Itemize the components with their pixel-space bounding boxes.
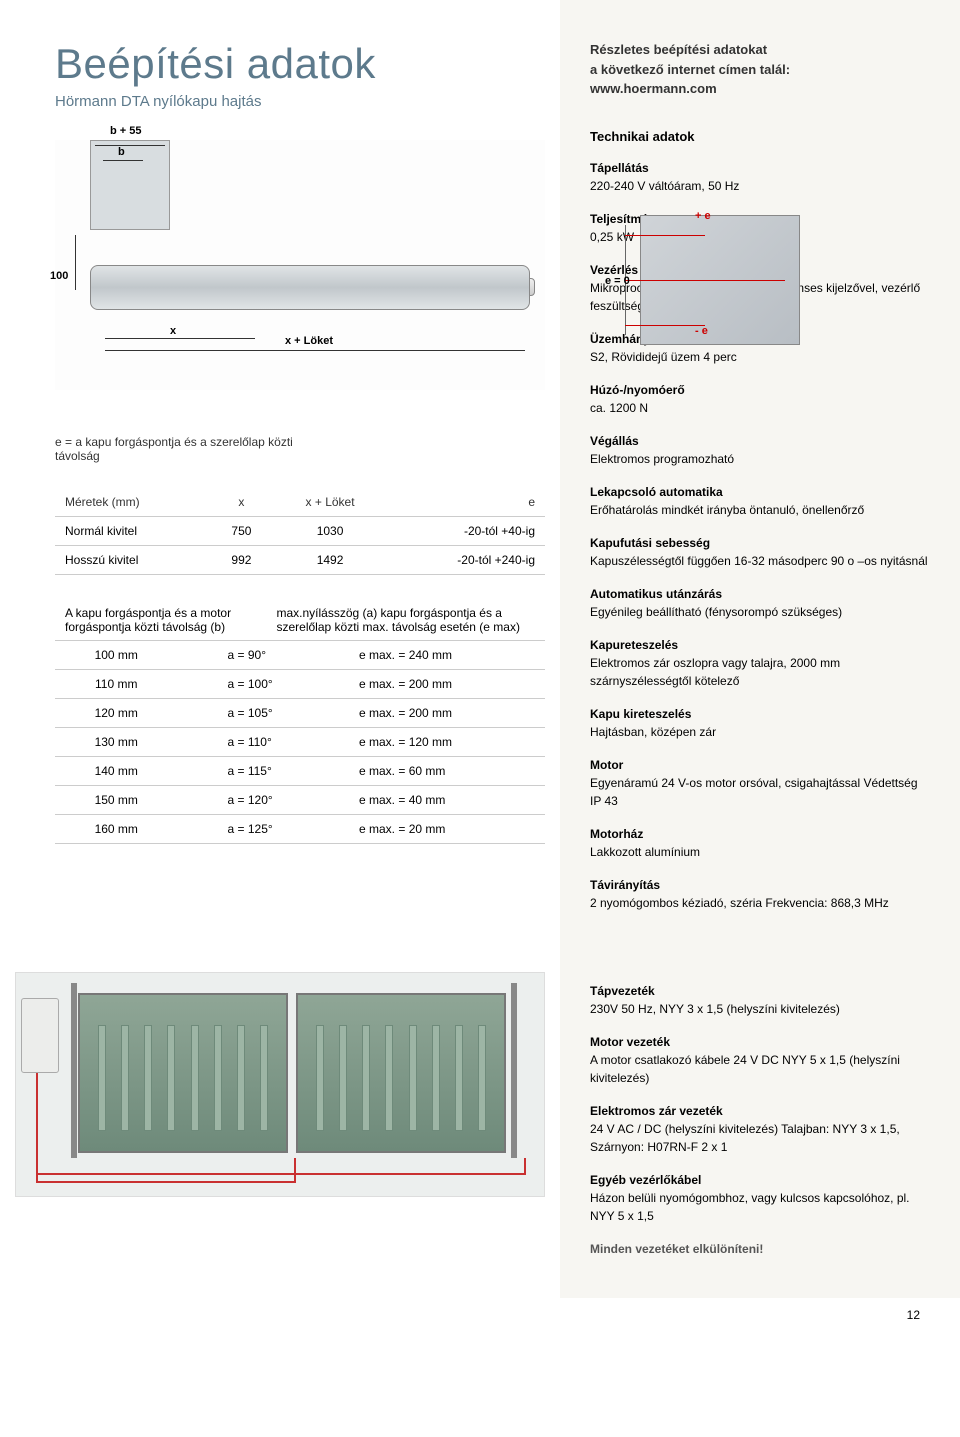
dim-b-label: b [118, 146, 125, 158]
table-row: 130 mma = 110°e max. = 120 mm [55, 728, 545, 757]
label-e-zero: e = 0 [605, 275, 630, 287]
table-row: Hosszú kivitel 992 1492 -20-tól +240-ig [55, 546, 545, 575]
gate-wiring-illustration [15, 972, 545, 1197]
th-dim: Méretek (mm) [55, 488, 209, 517]
angle-table-header: A kapu forgáspontja és a motor forgáspon… [55, 600, 545, 641]
table-row: 120 mma = 105°e max. = 200 mm [55, 699, 545, 728]
th-x: x [209, 488, 274, 517]
table-row: 150 mma = 120°e max. = 40 mm [55, 786, 545, 815]
cable-item: Egyéb vezérlőkábelHázon belüli nyomógomb… [590, 1171, 930, 1225]
cable-item: Tápvezeték230V 50 Hz, NYY 3 x 1,5 (helys… [590, 982, 930, 1018]
spec-item: Húzó-/nyomóerőca. 1200 N [590, 381, 930, 417]
intro-text: Részletes beépítési adatokat a következő… [590, 40, 930, 99]
table-row: 140 mma = 115°e max. = 60 mm [55, 757, 545, 786]
spec-item: MotorházLakkozott alumínium [590, 825, 930, 861]
dimensions-table: Méretek (mm) x x + Löket e Normál kivite… [55, 488, 545, 575]
page-title: Beépítési adatok [55, 40, 545, 88]
dim-xloket-label: x + Löket [285, 335, 333, 347]
spec-item: MotorEgyenáramú 24 V-os motor orsóval, c… [590, 756, 930, 810]
e-definition-text: e = a kapu forgáspontja és a szerelőlap … [55, 435, 325, 463]
dim-100-label: 100 [50, 270, 68, 282]
cable-item: Elektromos zár vezeték24 V AC / DC (hely… [590, 1102, 930, 1156]
diagram-actuator-side: b + 55 b 100 x x + Löket [55, 140, 545, 390]
th-xl: x + Löket [274, 488, 386, 517]
specs-title: Technikai adatok [590, 129, 930, 144]
th-e: e [386, 488, 545, 517]
spec-item: Lekapcsoló automatikaErőhatárolás mindké… [590, 483, 930, 519]
spec-item: Kapu kireteszelésHajtásban, középen zár [590, 705, 930, 741]
spec-item: VégállásElektromos programozható [590, 432, 930, 468]
table-row: 110 mma = 100°e max. = 200 mm [55, 670, 545, 699]
label-plus-e: + e [695, 210, 711, 222]
diagram-e-detail: + e e = 0 - e [600, 195, 820, 375]
cable-item: Motor vezetékA motor csatlakozó kábele 2… [590, 1033, 930, 1087]
spec-item: Automatikus utánzárásEgyénileg beállítha… [590, 585, 930, 621]
table-row: 160 mma = 125°e max. = 20 mm [55, 815, 545, 844]
label-minus-e: - e [695, 325, 708, 337]
spec-item: Tápellátás220-240 V váltóáram, 50 Hz [590, 159, 930, 195]
page-number: 12 [0, 1298, 960, 1332]
cable-footer-note: Minden vezetéket elkülöníteni! [590, 1240, 930, 1258]
table-row: 100 mma = 90°e max. = 240 mm [55, 641, 545, 670]
dim-b55-label: b + 55 [110, 125, 142, 137]
spec-item: Kapufutási sebességKapuszélességtől függ… [590, 534, 930, 570]
table-row: Normál kivitel 750 1030 -20-tól +40-ig [55, 517, 545, 546]
angle-table: 100 mma = 90°e max. = 240 mm110 mma = 10… [55, 641, 545, 844]
page-subtitle: Hörmann DTA nyílókapu hajtás [55, 93, 545, 110]
spec-item: KapureteszelésElektromos zár oszlopra va… [590, 636, 930, 690]
spec-item: Távirányítás2 nyomógombos kéziadó, széri… [590, 876, 930, 912]
dim-x-label: x [170, 325, 176, 337]
